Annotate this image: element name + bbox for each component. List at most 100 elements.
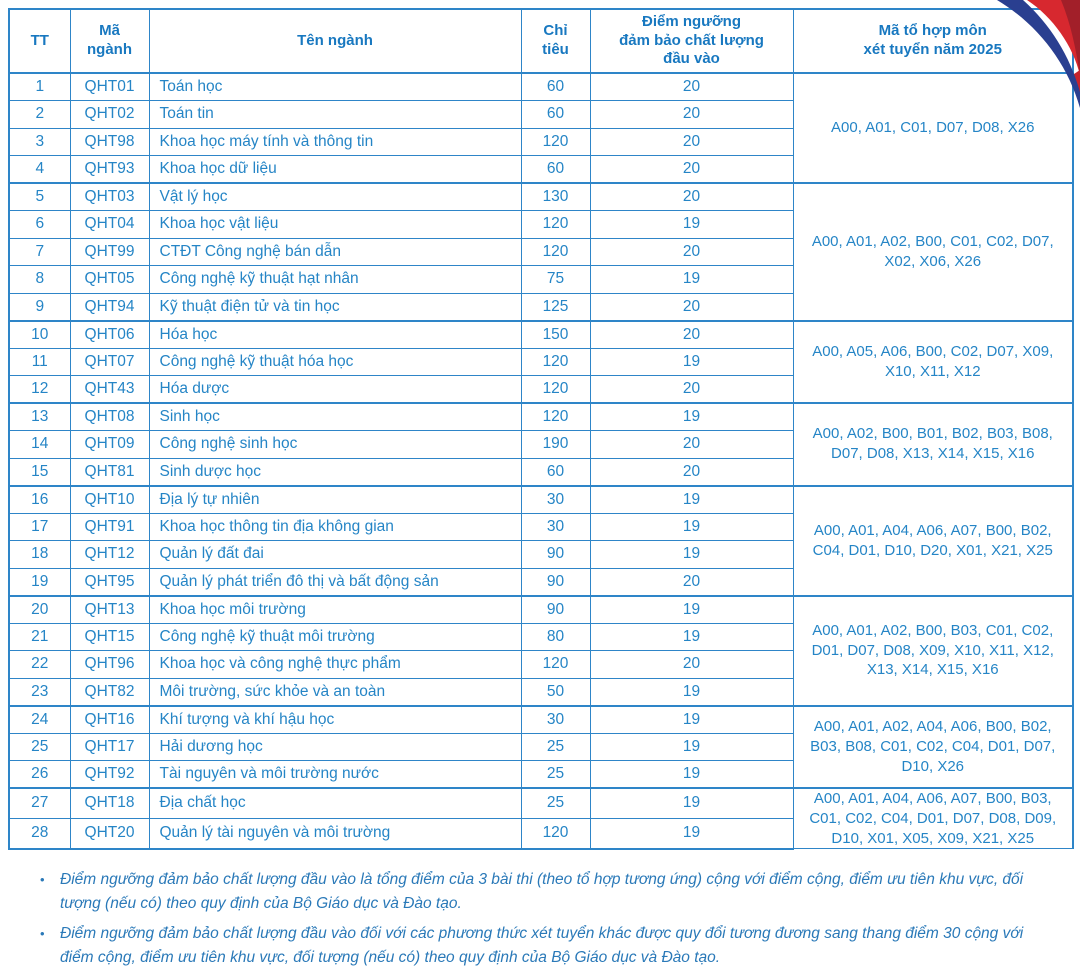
cell-major-name: Hóa học	[148, 319, 522, 349]
footnote-2-text: Điểm ngưỡng đảm bảo chất lượng đầu vào đ…	[60, 925, 1024, 967]
cell-subject-combinations: A00, A01, A04, A06, A07, B00, B02, C04, …	[792, 484, 1074, 596]
table-row: 24 QHT16 Khí tượng và khí hậu học 30 19 A00, …	[8, 704, 1074, 789]
cell-quota: 30	[520, 484, 591, 514]
table-row: 3 QHT98 Khoa học máy tính và thông tin 120 2…	[8, 127, 1073, 156]
cell-threshold-score: 19	[589, 402, 794, 431]
table-row: 4 QHT93 Khoa học dữ liệu 60 20	[8, 155, 1073, 184]
cell-threshold-score: 20	[589, 292, 794, 321]
cell-major-code: QHT09	[69, 430, 150, 459]
cell-subject-combinations: A00, A01, A02, B00, C01, C02, D07, X02, …	[792, 182, 1074, 321]
table-row: 8 QHT05 Công nghệ kỹ thuật hạt nhân 75 19	[8, 265, 1073, 294]
cell-tt: 4	[8, 155, 71, 184]
cell-tt: 16	[8, 484, 71, 514]
cell-threshold-score: 19	[589, 704, 794, 734]
cell-threshold-score: 20	[589, 182, 794, 211]
cell-subject-combinations: A00, A01, A04, A06, A07, B00, B03, C01, …	[792, 787, 1074, 850]
cell-threshold-score: 20	[589, 375, 794, 404]
cell-major-name: Hải dương học	[148, 732, 522, 761]
table-row: 12 QHT43 Hóa dược 120 20	[8, 375, 1073, 404]
cell-threshold-score: 19	[589, 512, 794, 541]
table-row: 16 QHT10 Địa lý tự nhiên 30 19 A00, A01, A04,…	[8, 484, 1074, 596]
cell-quota: 50	[520, 677, 591, 706]
table-row: 13 QHT08 Sinh học 120 19 A00, A02, B00, B01, …	[8, 402, 1074, 486]
table-row: 6 QHT04 Khoa học vật liệu 120 19	[8, 210, 1073, 239]
cell-quota: 190	[520, 430, 591, 459]
cell-quota: 90	[520, 567, 591, 596]
cell-quota: 60	[520, 155, 591, 184]
cell-major-code: QHT99	[69, 237, 150, 266]
cell-quota: 60	[520, 457, 591, 486]
cell-tt: 7	[8, 237, 71, 266]
cell-major-name: Toán học	[148, 72, 522, 101]
cell-major-name: Khoa học thông tin địa không gian	[148, 512, 522, 541]
cell-major-code: QHT05	[69, 265, 150, 294]
cell-threshold-score: 20	[589, 430, 794, 459]
cell-major-code: QHT18	[69, 786, 150, 819]
col-header-quota: Chỉ tiêu	[520, 8, 591, 74]
cell-quota: 150	[520, 319, 591, 349]
cell-threshold-score: 20	[589, 155, 794, 184]
cell-major-code: QHT81	[69, 457, 150, 486]
table-row: 21 QHT15 Công nghệ kỹ thuật môi trường 80 19	[8, 622, 1073, 651]
col-header-threshold-score: Điểm ngưỡng đảm bảo chất lượng đầu vào	[589, 8, 794, 74]
cell-major-name: Khoa học vật liệu	[148, 210, 522, 239]
cell-major-name: Quản lý đất đai	[148, 540, 522, 569]
cell-tt: 23	[8, 677, 71, 706]
cell-major-name: Công nghệ sinh học	[148, 430, 522, 459]
cell-major-code: QHT82	[69, 677, 150, 706]
cell-threshold-score: 19	[589, 786, 794, 819]
cell-quota: 60	[520, 72, 591, 101]
cell-major-code: QHT93	[69, 155, 150, 184]
table-row: 2 QHT02 Toán tin 60 20	[8, 100, 1073, 129]
cell-tt: 5	[8, 182, 71, 211]
cell-major-code: QHT94	[69, 292, 150, 321]
cell-major-code: QHT92	[69, 760, 150, 789]
table-row: 17 QHT91 Khoa học thông tin địa không gian…	[8, 512, 1073, 541]
cell-threshold-score: 20	[589, 650, 794, 679]
cell-major-code: QHT91	[69, 512, 150, 541]
cell-tt: 22	[8, 650, 71, 679]
cell-major-name: Khoa học dữ liệu	[148, 155, 522, 184]
cell-major-name: Công nghệ kỹ thuật hóa học	[148, 347, 522, 376]
cell-quota: 120	[520, 127, 591, 156]
cell-major-code: QHT04	[69, 210, 150, 239]
table-row: 10 QHT06 Hóa học 150 20 A00, A05, A06, B00, C…	[8, 319, 1074, 404]
cell-threshold-score: 19	[589, 594, 794, 624]
cell-quota: 80	[520, 622, 591, 651]
cell-major-name: Tài nguyên và môi trường nước	[148, 760, 522, 789]
cell-threshold-score: 19	[589, 677, 794, 706]
cell-major-code: QHT03	[69, 182, 150, 211]
cell-major-code: QHT08	[69, 402, 150, 431]
header-row: TT Mã ngành Tên ngành Chỉ tiêu Điểm ngưỡ…	[8, 8, 1074, 74]
cell-subject-combinations: A00, A01, C01, D07, D08, X26	[792, 72, 1074, 184]
cell-quota: 120	[520, 375, 591, 404]
cell-threshold-score: 19	[589, 760, 794, 789]
cell-major-name: Công nghệ kỹ thuật môi trường	[148, 622, 522, 651]
col-header-tt: TT	[8, 8, 71, 74]
cell-tt: 9	[8, 292, 71, 321]
cell-tt: 21	[8, 622, 71, 651]
cell-quota: 75	[520, 265, 591, 294]
bullet-icon: •	[40, 926, 45, 942]
table-row: 19 QHT95 Quản lý phát triển đô thị và bất …	[8, 567, 1073, 596]
cell-quota: 120	[520, 817, 591, 850]
cell-major-name: Môi trường, sức khỏe và an toàn	[148, 677, 522, 706]
cell-tt: 20	[8, 594, 71, 624]
cell-threshold-score: 20	[589, 127, 794, 156]
cell-major-name: Sinh học	[148, 402, 522, 431]
cell-quota: 25	[520, 786, 591, 819]
cell-major-code: QHT02	[69, 100, 150, 129]
cell-tt: 6	[8, 210, 71, 239]
cell-tt: 8	[8, 265, 71, 294]
cell-major-name: Toán tin	[148, 100, 522, 129]
table-row: 27 QHT18 Địa chất học 25 19 A00, A01, A04, A0…	[8, 786, 1074, 850]
table-row: 18 QHT12 Quản lý đất đai 90 19	[8, 540, 1073, 569]
bullet-icon: •	[40, 872, 45, 887]
cell-major-code: QHT98	[69, 127, 150, 156]
table-row: 5 QHT03 Vật lý học 130 20 A00, A01, A02, B00,…	[8, 182, 1074, 321]
admissions-table: TT Mã ngành Tên ngành Chỉ tiêu Điểm ngưỡ…	[8, 8, 1074, 850]
cell-major-name: CTĐT Công nghệ bán dẫn	[148, 237, 522, 266]
table-row: 15 QHT81 Sinh dược học 60 20	[8, 457, 1073, 486]
cell-major-code: QHT95	[69, 567, 150, 596]
